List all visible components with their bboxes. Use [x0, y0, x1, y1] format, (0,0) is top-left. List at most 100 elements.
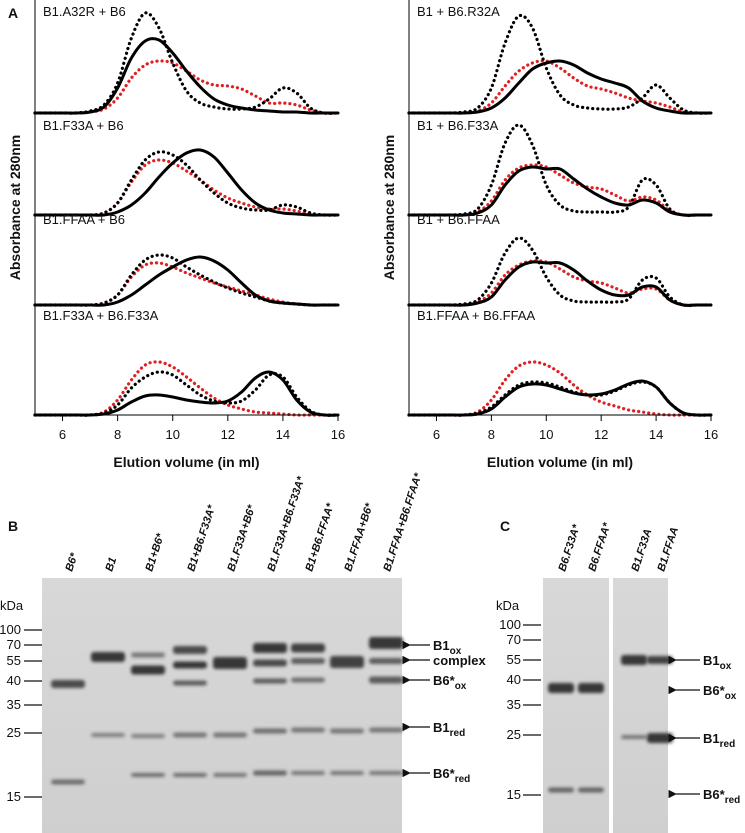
- panel-title: B1.A32R + B6: [43, 4, 126, 19]
- gel-band: [91, 733, 125, 737]
- gel-band: [91, 652, 125, 662]
- band-name: B1: [433, 638, 450, 653]
- marker-label: 55: [7, 653, 21, 668]
- gel-band: [253, 678, 287, 684]
- band-label: B1red: [433, 720, 465, 739]
- trace: [33, 37, 340, 115]
- trace: [407, 59, 713, 115]
- panel-title: B1 + B6.R32A: [417, 4, 500, 19]
- gel-band: [621, 655, 647, 665]
- marker-label: 15: [507, 787, 521, 802]
- band-name: B1: [703, 731, 720, 746]
- gel-band: [291, 677, 325, 683]
- gel-band: [369, 676, 403, 684]
- x-tick-label: 16: [704, 427, 718, 442]
- band-name: B6*: [703, 787, 726, 802]
- trace: [407, 379, 713, 417]
- band-name: B1: [703, 653, 720, 668]
- band-name: complex: [433, 653, 487, 668]
- x-tick-label: 6: [59, 427, 66, 442]
- x-tick-label: 8: [114, 427, 121, 442]
- lane-label: B1.F33A: [629, 527, 654, 573]
- panel-label: C: [500, 518, 510, 534]
- marker-label: 25: [7, 725, 21, 740]
- gel-band: [173, 773, 207, 777]
- lane-label: B1: [103, 556, 119, 573]
- panel-title: B1.FFAA + B6: [43, 212, 125, 227]
- gel-band: [51, 680, 85, 688]
- lane-label: B1.F33A+B6.F33A*: [265, 475, 307, 573]
- gel-band: [291, 643, 325, 653]
- band-subscript: ox: [725, 691, 737, 702]
- marker-label: 15: [7, 789, 21, 804]
- band-label: B1ox: [433, 638, 462, 657]
- trace: [407, 259, 713, 307]
- x-axis-label: Elution volume (in ml): [487, 454, 633, 470]
- x-tick-label: 10: [539, 427, 553, 442]
- gel-background: [42, 578, 402, 833]
- band-subscript: ox: [450, 646, 462, 657]
- gel-band: [173, 680, 207, 686]
- trace: [33, 255, 340, 307]
- lane-label: B6.F33A*: [556, 523, 583, 573]
- gel-band: [291, 727, 325, 733]
- gel-band: [621, 735, 647, 739]
- gel-band: [253, 770, 287, 776]
- trace: [33, 158, 340, 217]
- band-label: B6*ox: [433, 673, 467, 692]
- gel-band: [369, 658, 403, 664]
- gel-band: [578, 787, 604, 793]
- x-axis-label: Elution volume (in ml): [113, 454, 259, 470]
- gel-background: [613, 578, 668, 833]
- marker-label: 25: [507, 727, 521, 742]
- panel-label: A: [8, 5, 18, 21]
- gel-band: [330, 656, 364, 668]
- x-tick-label: 14: [276, 427, 290, 442]
- lane-label: B6*: [63, 551, 80, 573]
- trace: [33, 253, 340, 307]
- x-tick-label: 8: [488, 427, 495, 442]
- gel-band: [131, 652, 165, 658]
- gel-band: [131, 773, 165, 777]
- gel-band: [291, 658, 325, 664]
- gel-band: [369, 727, 403, 733]
- x-tick-label: 12: [221, 427, 235, 442]
- units-label: kDa: [0, 598, 24, 613]
- gel-band: [51, 779, 85, 785]
- lane-label: B1.FFAA: [655, 526, 681, 573]
- band-label: complex: [433, 653, 487, 668]
- band-label: B6*ox: [703, 683, 737, 702]
- marker-label: 70: [507, 632, 521, 647]
- trace: [33, 150, 340, 217]
- panel-title: B1.F33A + B6.F33A: [43, 308, 159, 323]
- lane-label: B1+B6.FFAA*: [303, 501, 336, 573]
- gel-band: [330, 728, 364, 734]
- gel-band: [213, 732, 247, 738]
- marker-label: 40: [7, 673, 21, 688]
- gel-band: [173, 646, 207, 654]
- lane-label: B1.FFAA+B6*: [342, 501, 375, 573]
- marker-label: 35: [507, 697, 521, 712]
- trace: [33, 261, 340, 307]
- band-name: B6*: [433, 766, 456, 781]
- trace: [33, 360, 340, 417]
- gel-band: [213, 657, 247, 669]
- gel-band: [253, 659, 287, 667]
- band-label: B1ox: [703, 653, 732, 672]
- band-subscript: red: [455, 774, 471, 785]
- x-tick-label: 6: [433, 427, 440, 442]
- trace: [407, 260, 713, 307]
- lane-label: B6.FFAA*: [586, 521, 613, 573]
- gel-band: [131, 665, 165, 675]
- band-name: B1: [433, 720, 450, 735]
- band-label: B1red: [703, 731, 735, 750]
- band-subscript: ox: [720, 661, 732, 672]
- band-name: B6*: [703, 683, 726, 698]
- gel-band: [131, 734, 165, 738]
- band-name: B6*: [433, 673, 456, 688]
- panel-title: B1.FFAA + B6.FFAA: [417, 308, 535, 323]
- gel-band: [253, 643, 287, 653]
- gel-band: [647, 656, 673, 664]
- panel-title: B1 + B6.FFAA: [417, 212, 500, 227]
